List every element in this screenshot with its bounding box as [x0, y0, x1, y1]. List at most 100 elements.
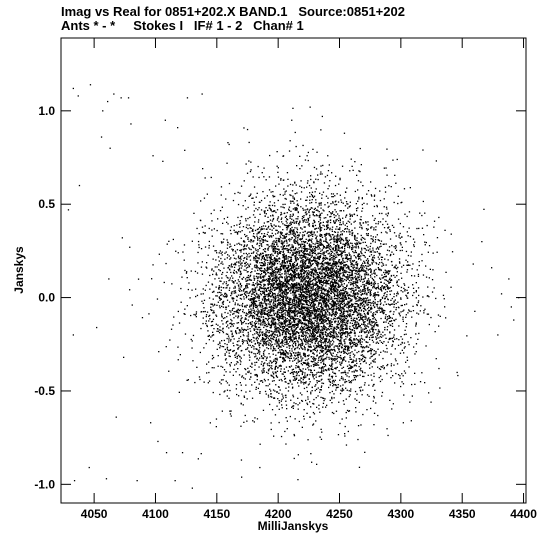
scatter-point [286, 352, 288, 354]
scatter-point [361, 210, 363, 212]
scatter-point [282, 325, 284, 327]
scatter-point [299, 312, 301, 314]
scatter-point [336, 355, 338, 358]
scatter-point [287, 338, 289, 340]
scatter-point [233, 307, 235, 309]
scatter-point [318, 324, 320, 326]
scatter-point [263, 222, 265, 224]
scatter-point [278, 408, 280, 410]
scatter-point [258, 289, 260, 291]
scatter-point [291, 200, 293, 202]
scatter-point [400, 286, 403, 289]
scatter-point [400, 385, 402, 388]
scatter-point [355, 296, 357, 299]
scatter-point [219, 307, 221, 309]
scatter-point [323, 324, 325, 326]
scatter-point [346, 327, 348, 329]
scatter-point [293, 234, 295, 237]
scatter-point [233, 266, 236, 268]
scatter-point [351, 260, 354, 262]
scatter-point [324, 309, 326, 311]
scatter-point [262, 290, 264, 293]
scatter-point [376, 321, 378, 324]
scatter-point [346, 292, 348, 295]
scatter-point [229, 413, 232, 415]
scatter-point [324, 305, 327, 307]
scatter-point [360, 329, 362, 331]
scatter-point [323, 358, 325, 360]
scatter-point [241, 322, 243, 324]
scatter-point [306, 306, 308, 308]
scatter-point [311, 304, 314, 306]
scatter-point [285, 325, 287, 327]
scatter-point [321, 311, 323, 313]
scatter-point [280, 309, 282, 312]
scatter-point [293, 296, 295, 298]
scatter-point [341, 292, 343, 294]
scatter-point [371, 360, 374, 362]
scatter-point [402, 226, 405, 228]
scatter-point [371, 258, 373, 260]
scatter-point [328, 369, 330, 371]
scatter-point [340, 389, 342, 391]
scatter-point [345, 411, 347, 414]
scatter-point [378, 254, 381, 256]
scatter-point [327, 334, 329, 337]
scatter-point [367, 341, 369, 344]
scatter-point [347, 313, 349, 315]
scatter-point [343, 297, 345, 299]
scatter-point [292, 280, 294, 282]
scatter-point [322, 373, 324, 375]
scatter-point [258, 383, 260, 385]
scatter-point [371, 322, 373, 324]
scatter-point [322, 320, 324, 322]
scatter-point [329, 380, 331, 383]
scatter-point [421, 253, 423, 256]
scatter-point [287, 311, 290, 313]
scatter-point [373, 361, 375, 363]
scatter-point [245, 261, 247, 263]
scatter-point [360, 330, 363, 332]
scatter-point [306, 304, 309, 306]
scatter-point [347, 334, 349, 336]
scatter-point [323, 303, 325, 305]
scatter-point [223, 281, 225, 283]
scatter-point [246, 254, 249, 256]
scatter-point [328, 320, 330, 323]
scatter-point [356, 328, 358, 330]
scatter-point [270, 367, 272, 369]
scatter-point [272, 299, 274, 301]
scatter-point [332, 299, 334, 302]
scatter-point [342, 295, 344, 297]
scatter-point [204, 232, 206, 234]
scatter-point [309, 304, 312, 306]
scatter-point [393, 226, 395, 228]
scatter-point [284, 343, 286, 346]
scatter-point [335, 358, 337, 360]
scatter-point [293, 221, 295, 223]
scatter-point [251, 326, 253, 328]
scatter-point [269, 262, 271, 264]
scatter-point [332, 275, 334, 277]
scatter-point [395, 318, 397, 320]
scatter-point [275, 287, 278, 289]
scatter-point [314, 245, 316, 248]
scatter-point [263, 287, 265, 289]
scatter-point [247, 344, 250, 346]
scatter-point [228, 182, 231, 185]
scatter-point [238, 287, 240, 289]
scatter-point [342, 350, 344, 353]
scatter-point [348, 352, 350, 354]
scatter-point [347, 372, 349, 374]
scatter-point [351, 214, 353, 216]
scatter-point [292, 379, 295, 381]
scatter-point [299, 392, 302, 394]
scatter-point [385, 220, 387, 223]
scatter-point [245, 306, 247, 308]
scatter-point [386, 347, 388, 350]
scatter-point [273, 319, 275, 321]
scatter-point [374, 361, 376, 363]
scatter-point [295, 335, 297, 338]
scatter-point [250, 161, 252, 163]
scatter-point [354, 335, 356, 337]
